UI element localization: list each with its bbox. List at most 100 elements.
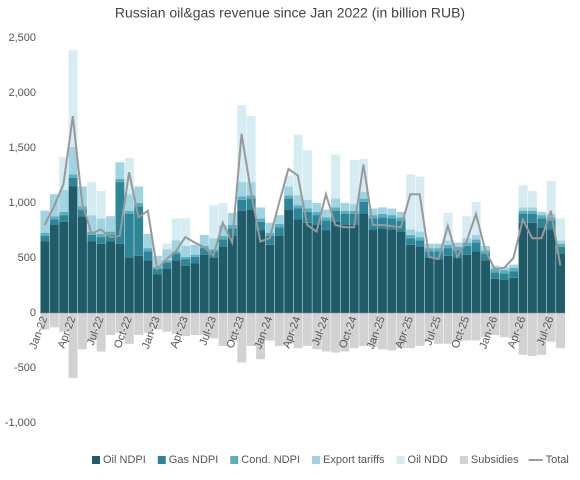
bar-segment: [143, 248, 153, 252]
bar-segment: [340, 225, 350, 313]
bar-segment: [527, 207, 537, 211]
bar-segment: [509, 271, 519, 278]
bar-segment: [349, 210, 359, 214]
bar-segment: [499, 270, 509, 274]
bar-segment: [134, 186, 144, 203]
legend-label: Subsidies: [471, 454, 519, 466]
bar-segment: [162, 262, 172, 269]
bar-segment: [209, 238, 219, 250]
x-tick-label: Jan-23: [140, 315, 163, 351]
bar-segment: [162, 313, 172, 332]
bar-segment: [462, 313, 472, 341]
bar-segment: [415, 237, 425, 241]
bar-segment: [377, 214, 387, 218]
bar-segment: [415, 176, 425, 232]
bar-segment: [237, 105, 247, 183]
bar-segment: [49, 225, 59, 313]
bar-segment: [49, 313, 59, 328]
legend-item: Oil NDPI: [92, 454, 146, 466]
bar-segment: [368, 215, 378, 219]
bar-segment: [349, 313, 359, 349]
bar-segment: [77, 206, 87, 210]
bar-segment: [312, 211, 322, 216]
bar-segment: [462, 242, 472, 246]
bar-segment: [40, 232, 50, 236]
bar-segment: [87, 182, 97, 216]
bar-segment: [106, 231, 115, 235]
legend-swatch: [459, 456, 468, 464]
bar-segment: [462, 254, 472, 313]
bar-segment: [396, 211, 406, 218]
bar-segment: [190, 256, 200, 264]
bar-segment: [274, 227, 284, 236]
bar-segment: [152, 274, 162, 313]
bar-segment: [406, 229, 415, 235]
bar-segment: [49, 216, 59, 220]
bar-segment: [40, 210, 50, 233]
bar-segment: [443, 248, 453, 256]
bar-segment: [190, 313, 200, 335]
bar-segment: [546, 313, 556, 342]
bar-segment: [387, 218, 397, 230]
legend-label: Gas NDPI: [169, 454, 219, 466]
bar-segment: [302, 199, 312, 209]
bar-segment: [490, 313, 500, 335]
bar-segment: [359, 192, 369, 199]
bar-segment: [124, 210, 134, 214]
bar-segment: [265, 222, 275, 233]
bar-segment: [274, 313, 284, 346]
bar-segment: [227, 236, 237, 313]
bar-segment: [518, 185, 528, 208]
bar-segment: [443, 313, 453, 344]
bar-segment: [377, 207, 387, 214]
bar-segment: [87, 313, 97, 341]
bar-segment: [209, 313, 219, 339]
y-tick-label: 2,000: [8, 87, 36, 99]
bar-segment: [218, 225, 228, 236]
bar-segment: [190, 244, 200, 255]
bar-segment: [518, 207, 528, 211]
bar-segment: [406, 174, 415, 230]
bar-segment: [387, 208, 397, 216]
bar-segment: [424, 313, 434, 341]
bar-segment: [452, 258, 462, 313]
bar-segment: [181, 265, 190, 313]
bar-segment: [518, 210, 528, 214]
bar-segment: [256, 218, 265, 222]
legend-swatch: [230, 456, 239, 464]
bar-segment: [96, 237, 106, 244]
bar-segment: [134, 203, 144, 207]
bar-segment: [452, 250, 462, 258]
bar-segment: [368, 229, 378, 313]
bar-segment: [331, 221, 340, 313]
legend-label: Export tariffs: [323, 454, 385, 466]
bar-segment: [171, 260, 181, 313]
bar-segment: [312, 313, 322, 350]
bar-segment: [68, 50, 78, 147]
bar-segment: [331, 210, 340, 222]
bar-segment: [490, 272, 500, 279]
bar-segment: [68, 146, 78, 175]
bar-segment: [181, 218, 190, 246]
bar-segment: [424, 243, 434, 249]
bar-segment: [331, 313, 340, 353]
bar-segment: [40, 236, 50, 242]
bar-segment: [443, 240, 453, 245]
bar-segment: [518, 313, 528, 355]
bar-segment: [218, 203, 228, 225]
bar-segment: [115, 162, 125, 179]
bar-segment: [406, 234, 415, 239]
bar-segment: [424, 258, 434, 313]
bar-segment: [499, 313, 509, 338]
bar-segment: [471, 239, 481, 243]
bar-segment: [406, 313, 415, 349]
bar-segment: [321, 217, 331, 221]
bar-segment: [59, 156, 69, 190]
bar-segment: [68, 186, 78, 313]
bar-segment: [77, 313, 87, 350]
bar-segment: [509, 277, 519, 313]
bar-segment: [509, 267, 519, 272]
bar-segment: [49, 219, 59, 225]
bar-segment: [406, 244, 415, 313]
legend-swatch: [92, 456, 100, 464]
